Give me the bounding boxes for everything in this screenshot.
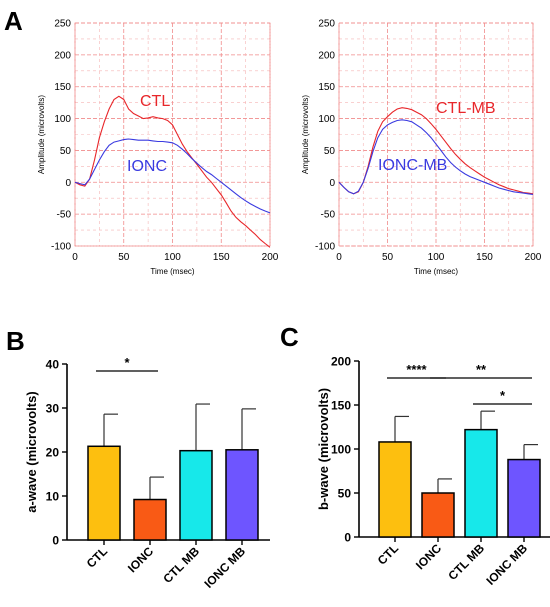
y-tick-label: 200 xyxy=(318,50,335,61)
x-tick-label: IONC xyxy=(413,541,444,572)
x-axis-label: Time (msec) xyxy=(414,267,458,276)
series-label-ctl-mb: CTL-MB xyxy=(436,100,496,117)
y-tick-label: -50 xyxy=(57,210,72,221)
series-line-ctl xyxy=(74,95,271,248)
panel-label-a: A xyxy=(4,6,23,36)
x-tick-label: 100 xyxy=(164,252,181,263)
x-tick-label: 0 xyxy=(72,252,78,263)
y-axis-label: Amplitude (microvolts) xyxy=(301,95,310,174)
bar-chart-a-wave: 0 10 20 30 40 CTL IONC CTL MB IONC MB * a-wave (mi… xyxy=(24,355,270,591)
y-tick-label: 10 xyxy=(46,490,60,504)
y-tick-label: 200 xyxy=(331,355,351,369)
bar-ctl xyxy=(378,441,412,538)
x-tick-label: CTL MB xyxy=(445,541,487,583)
series-label-ionc: IONC xyxy=(127,158,167,175)
plot-frame xyxy=(338,22,534,247)
x-tick-label: IONC MB xyxy=(483,541,530,588)
x-tick-label: 50 xyxy=(118,252,130,263)
y-tick-label: 40 xyxy=(46,358,60,372)
y-tick-label: 150 xyxy=(331,399,351,413)
y-tick-label: -100 xyxy=(51,242,71,253)
y-tick-label: 30 xyxy=(46,402,60,416)
significance-label: ** xyxy=(476,362,487,377)
x-tick-label: CTL xyxy=(84,544,110,570)
line-chart-left: -100 -50 0 50 100 150 200 250 0 50 100 150 200 CTL ION… xyxy=(37,19,279,277)
x-tick-label: 150 xyxy=(213,252,230,263)
y-tick-label: 50 xyxy=(324,146,336,157)
y-tick-label: -50 xyxy=(321,210,336,221)
series-line-ionc-mb xyxy=(338,119,534,195)
bar-ctl-mb xyxy=(464,428,498,538)
y-tick-label: 100 xyxy=(318,114,335,125)
y-axis-label: b-wave (microvolts) xyxy=(316,388,331,510)
significance-label: * xyxy=(500,388,506,403)
series-label-ionc-mb: IONC-MB xyxy=(378,157,447,174)
series-label-ctl: CTL xyxy=(140,93,170,110)
x-tick-label: 200 xyxy=(262,252,279,263)
line-chart-right: -100 -50 0 50 100 150 200 250 0 50 100 150 200 CTL-MB… xyxy=(301,19,542,277)
y-tick-label: -100 xyxy=(315,242,335,253)
series-line-ctl-mb xyxy=(338,107,534,195)
y-tick-label: 250 xyxy=(54,19,71,30)
significance-label: * xyxy=(124,355,130,370)
y-tick-label: 150 xyxy=(318,82,335,93)
y-tick-label: 0 xyxy=(65,178,71,189)
series-line-ionc xyxy=(74,138,271,214)
y-tick-label: 20 xyxy=(46,446,60,460)
bar-ionc xyxy=(421,492,455,538)
y-tick-label: 50 xyxy=(60,146,72,157)
y-axis-label: Amplitude (microvolts) xyxy=(37,95,46,174)
bar-ionc-mb xyxy=(507,458,541,538)
bar-ionc xyxy=(133,498,167,541)
y-tick-label: 150 xyxy=(54,82,71,93)
x-tick-label: IONC xyxy=(125,544,156,575)
significance-label: **** xyxy=(406,362,427,377)
bar-ionc-mb xyxy=(225,449,259,541)
y-tick-label: 100 xyxy=(331,443,351,457)
x-tick-label: CTL xyxy=(375,541,401,567)
y-tick-label: 250 xyxy=(318,19,335,30)
x-tick-label: IONC MB xyxy=(201,544,248,591)
bar-ctl xyxy=(87,445,121,541)
plot-frame xyxy=(74,22,271,247)
x-tick-label: 100 xyxy=(428,252,445,263)
y-tick-label: 100 xyxy=(54,114,71,125)
y-tick-label: 50 xyxy=(338,487,352,501)
bar-ctl-mb xyxy=(179,449,213,541)
panel-label-b: B xyxy=(6,326,25,356)
x-tick-label: 150 xyxy=(476,252,493,263)
x-axis-label: Time (msec) xyxy=(150,267,194,276)
x-tick-label: 0 xyxy=(336,252,342,263)
x-tick-label: CTL MB xyxy=(160,544,202,586)
y-tick-label: 0 xyxy=(329,178,335,189)
x-tick-label: 200 xyxy=(525,252,542,263)
y-tick-label: 0 xyxy=(52,534,59,548)
y-axis-label: a-wave (microvolts) xyxy=(24,391,39,512)
x-tick-label: 50 xyxy=(382,252,394,263)
y-tick-label: 200 xyxy=(54,50,71,61)
panel-label-c: C xyxy=(280,322,299,352)
y-tick-label: 0 xyxy=(344,531,351,545)
